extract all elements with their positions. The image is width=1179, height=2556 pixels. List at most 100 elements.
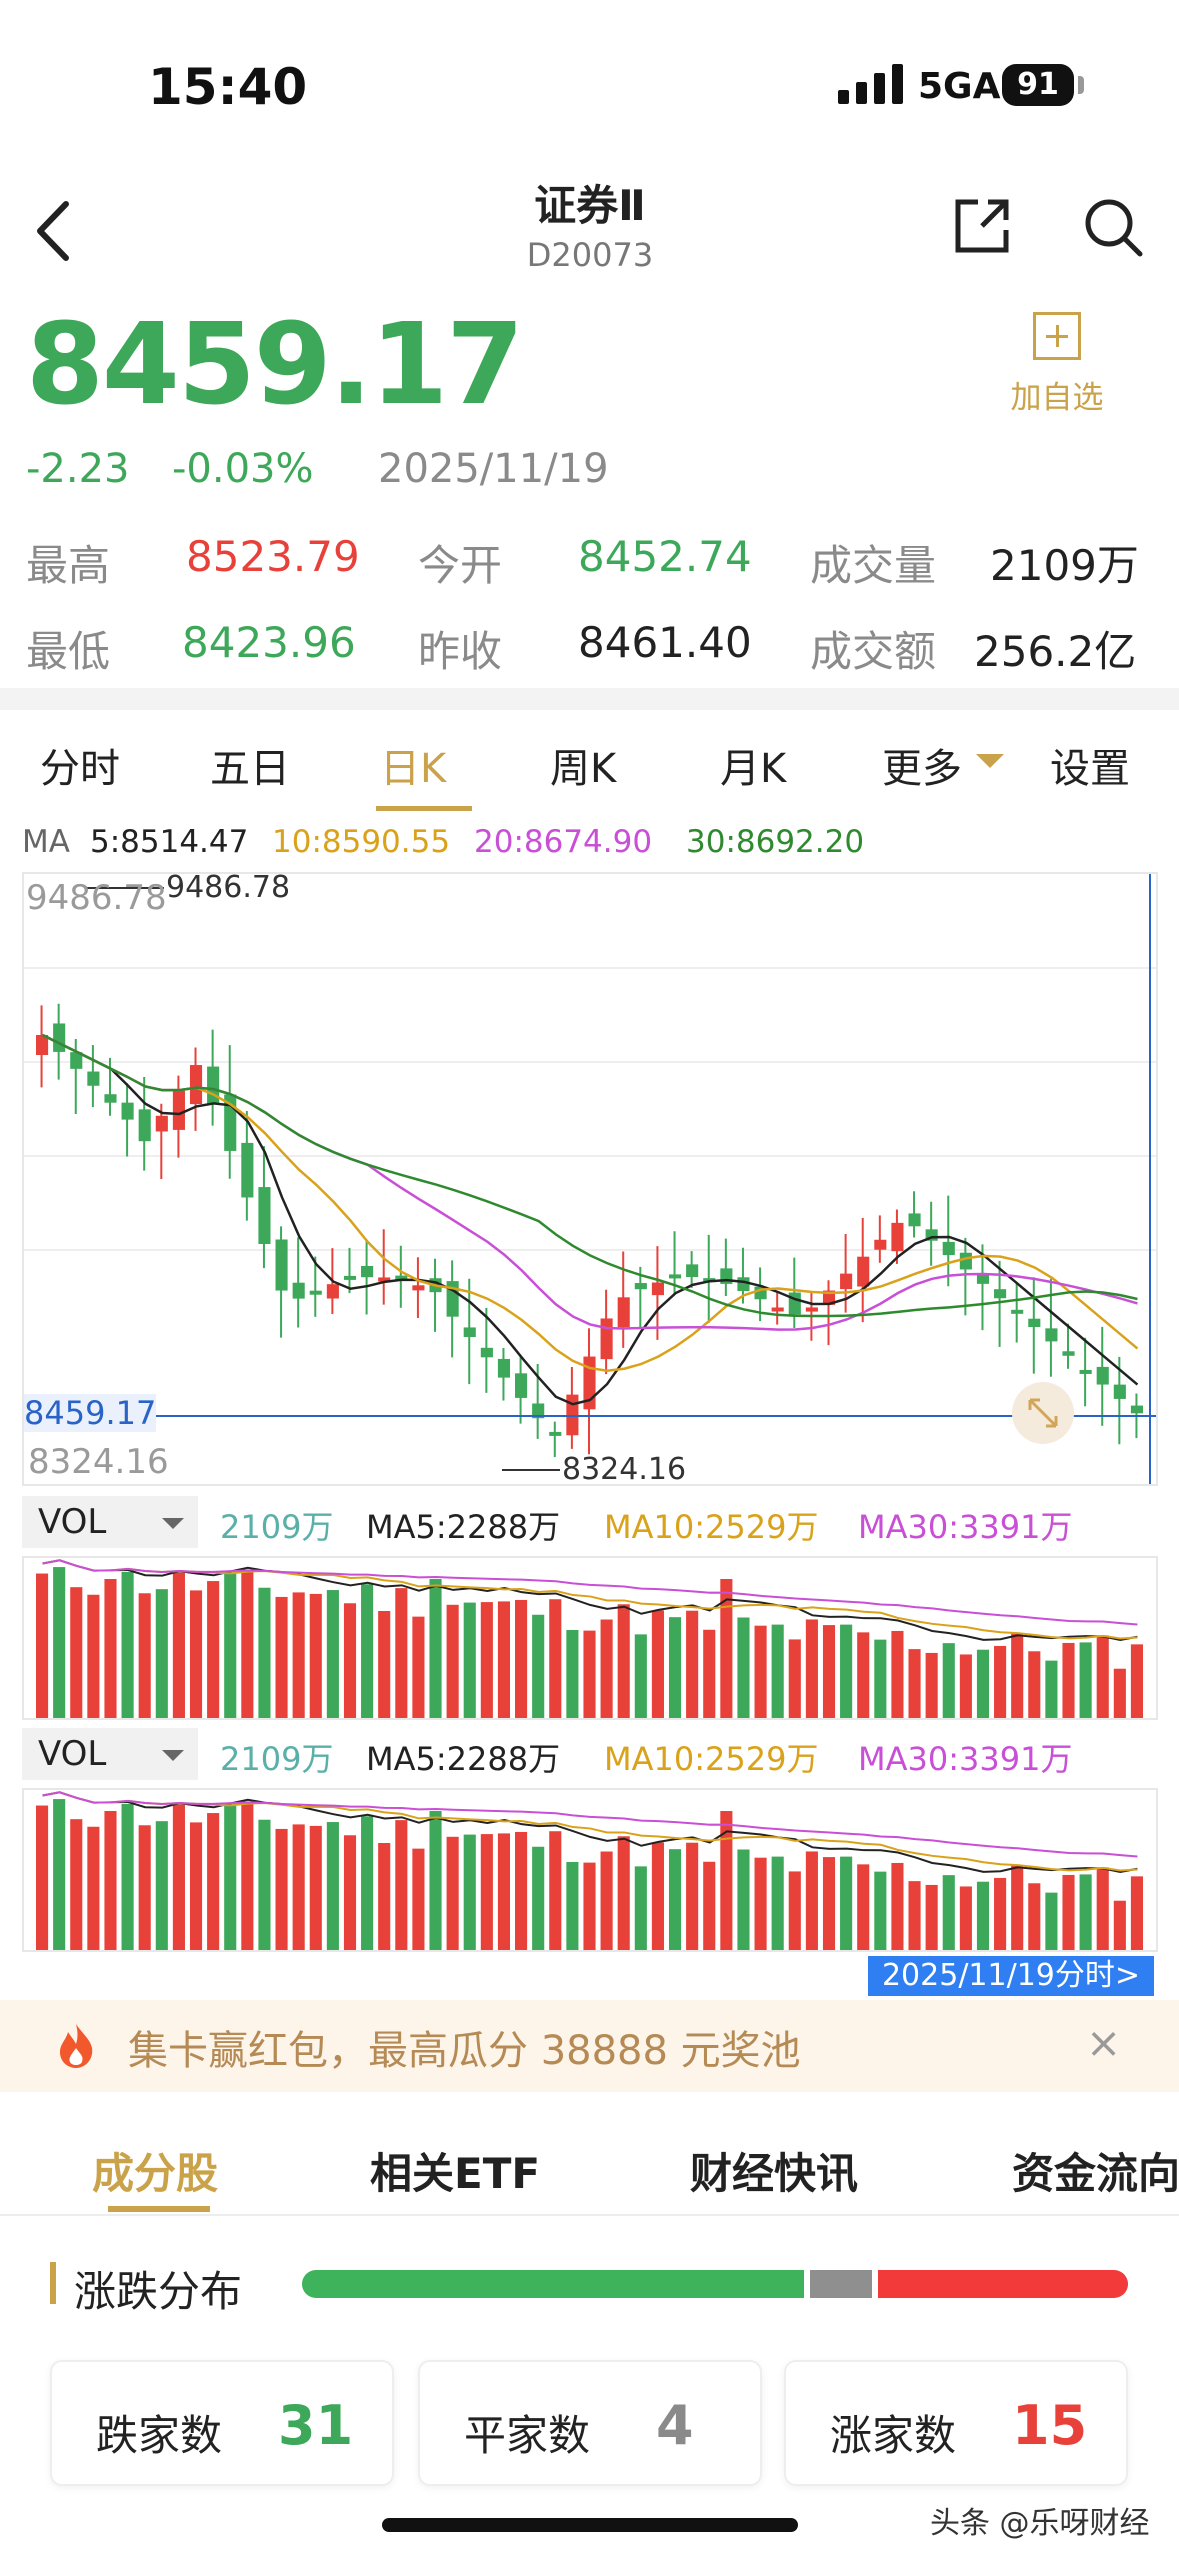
volume-bar [446, 1604, 459, 1718]
candle-body [532, 1403, 545, 1419]
amount-value: 256.2亿 [974, 627, 1137, 676]
volume-bar [1011, 1633, 1024, 1718]
volume-bar [87, 1594, 100, 1718]
candle-body [805, 1307, 818, 1312]
ma10-value: 10:8590.55 [272, 824, 451, 860]
candle-body [258, 1187, 271, 1244]
expand-icon[interactable] [1012, 1382, 1074, 1444]
volume-bar [617, 1604, 630, 1718]
high-value: 8523.79 [186, 532, 360, 581]
tab-weekly-k[interactable]: 周K [550, 746, 617, 792]
add-favorite-button[interactable]: 加自选 [1002, 312, 1112, 417]
volume-bar [1062, 1874, 1075, 1950]
current-price-line-label: 8459.17 [24, 1394, 157, 1432]
volume-chart-1[interactable] [22, 1556, 1158, 1720]
prev-close-value: 8461.40 [578, 618, 752, 667]
down-count-card[interactable]: 跌家数 31 [50, 2360, 394, 2486]
volume-bar [840, 1624, 853, 1718]
up-share-bar [878, 2270, 1128, 2298]
volume-bar [1130, 1876, 1143, 1950]
volume-bar [600, 1851, 613, 1950]
volume-bar [343, 1835, 357, 1950]
close-icon[interactable]: × [1086, 2018, 1122, 2067]
share-icon[interactable] [952, 196, 1012, 256]
tab-capital-flow[interactable]: 资金流向 [1012, 2149, 1179, 2198]
volume-bar [189, 1822, 203, 1950]
candle-body [36, 1035, 49, 1055]
volume-bar [463, 1602, 476, 1718]
volume-bar [874, 1871, 887, 1950]
volume-bar [549, 1831, 562, 1950]
axis-min-label: 8324.16 [28, 1442, 169, 1482]
promo-banner[interactable] [0, 2000, 1179, 2092]
volume-bar [1079, 1642, 1092, 1718]
up-count-card[interactable]: 涨家数 15 [784, 2360, 1128, 2486]
tab-finance-news[interactable]: 财经快讯 [690, 2149, 859, 2198]
home-indicator[interactable] [382, 2518, 798, 2532]
volume-bar [788, 1871, 801, 1950]
tab-constituents[interactable]: 成分股 [92, 2149, 219, 2198]
search-icon[interactable] [1082, 196, 1144, 258]
volume-bar [395, 1588, 408, 1718]
watermark: 头条 @乐呀财经 [930, 2506, 1150, 2541]
up-count-value: 15 [1012, 2394, 1088, 2457]
distribution-title: 涨跌分布 [74, 2267, 243, 2316]
tab-five-day[interactable]: 五日 [210, 746, 290, 792]
ma20-value: 20:8674.90 [474, 824, 653, 860]
candle-body [155, 1115, 168, 1132]
volume-bar [70, 1819, 83, 1950]
candle-body [822, 1290, 836, 1305]
vol-value: 2109万 [220, 1740, 334, 1778]
candle-body [737, 1277, 750, 1291]
volume-bar [549, 1599, 562, 1718]
candle-body [343, 1275, 357, 1280]
volume-bar [720, 1579, 733, 1718]
candle-body [138, 1109, 151, 1142]
low-label: 最低 [26, 627, 111, 676]
tab-daily-k[interactable]: 日K [380, 746, 447, 792]
volume-bar [668, 1617, 682, 1718]
indicator-selector-1[interactable]: VOL [22, 1496, 198, 1548]
tab-settings[interactable]: 设置 [1050, 746, 1130, 792]
volume-ma-line [42, 1791, 1138, 1872]
intraday-date-link[interactable]: 2025/11/19分时> [868, 1956, 1154, 1996]
high-label: 最高 [26, 541, 111, 590]
candle-body [617, 1297, 630, 1328]
candle-body [70, 1052, 83, 1069]
caret-down-icon [976, 754, 1004, 768]
volume-bar [1113, 1900, 1126, 1950]
volume-bar [172, 1804, 185, 1950]
candle-body [292, 1282, 305, 1299]
kline-chart[interactable] [22, 872, 1158, 1486]
volume-bar [908, 1649, 921, 1718]
candle-body [1113, 1384, 1126, 1399]
volume-bar [292, 1824, 305, 1950]
volume-bar [925, 1884, 938, 1950]
indicator-selector-2[interactable]: VOL [22, 1728, 198, 1780]
tab-more[interactable]: 更多 [882, 746, 962, 792]
vol-ma10: MA10:2529万 [604, 1740, 819, 1778]
flat-count-card[interactable]: 平家数 4 [418, 2360, 762, 2486]
volume-bar [497, 1833, 511, 1950]
volume-chart-2[interactable] [22, 1788, 1158, 1952]
volume-bar [326, 1590, 339, 1718]
volume-bar [891, 1630, 904, 1718]
volume-bar [532, 1614, 545, 1718]
tab-related-etf[interactable]: 相关ETF [370, 2149, 541, 2198]
candle-body [121, 1102, 134, 1120]
volume-bar [600, 1619, 613, 1718]
tab-monthly-k[interactable]: 月K [720, 746, 787, 792]
volume-bar [686, 1610, 699, 1718]
candle-body [634, 1283, 647, 1290]
volume-bar [275, 1828, 288, 1950]
volume-bar [1045, 1660, 1058, 1718]
min-marker-label: 8324.16 [562, 1452, 687, 1487]
volume-bar [378, 1843, 391, 1950]
tab-intraday[interactable]: 分时 [40, 746, 120, 792]
volume-bar [651, 1842, 664, 1950]
chevron-left-icon[interactable] [28, 196, 88, 266]
volume-bar [224, 1805, 237, 1950]
volume-bar [959, 1654, 972, 1718]
volume-bar [138, 1825, 151, 1950]
volume-bar [583, 1862, 596, 1950]
